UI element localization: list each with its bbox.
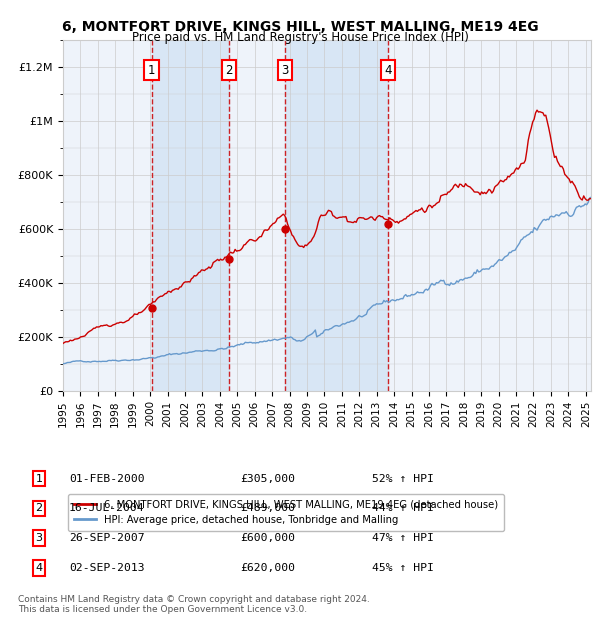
Text: 02-SEP-2013: 02-SEP-2013 [69,563,145,573]
Legend: 6, MONTFORT DRIVE, KINGS HILL, WEST MALLING, ME19 4EG (detached house), HPI: Ave: 6, MONTFORT DRIVE, KINGS HILL, WEST MALL… [68,494,504,531]
Text: This data is licensed under the Open Government Licence v3.0.: This data is licensed under the Open Gov… [18,604,307,614]
Text: 4: 4 [385,64,392,77]
Text: 01-FEB-2000: 01-FEB-2000 [69,474,145,484]
Text: 45% ↑ HPI: 45% ↑ HPI [372,563,434,573]
Text: 47% ↑ HPI: 47% ↑ HPI [372,533,434,543]
Text: 44% ↑ HPI: 44% ↑ HPI [372,503,434,513]
Text: 3: 3 [35,533,43,543]
Text: 26-SEP-2007: 26-SEP-2007 [69,533,145,543]
Text: £600,000: £600,000 [240,533,295,543]
Text: 1: 1 [35,474,43,484]
Text: 6, MONTFORT DRIVE, KINGS HILL, WEST MALLING, ME19 4EG: 6, MONTFORT DRIVE, KINGS HILL, WEST MALL… [62,20,538,35]
Text: 2: 2 [226,64,233,77]
Text: 3: 3 [281,64,289,77]
Text: £305,000: £305,000 [240,474,295,484]
Text: Contains HM Land Registry data © Crown copyright and database right 2024.: Contains HM Land Registry data © Crown c… [18,595,370,604]
Text: £620,000: £620,000 [240,563,295,573]
Text: 4: 4 [35,563,43,573]
Text: 16-JUL-2004: 16-JUL-2004 [69,503,145,513]
Text: 2: 2 [35,503,43,513]
Bar [285,40,388,391]
Text: £489,000: £489,000 [240,503,295,513]
Text: 1: 1 [148,64,155,77]
Bar [152,40,229,391]
Text: 52% ↑ HPI: 52% ↑ HPI [372,474,434,484]
Text: Price paid vs. HM Land Registry's House Price Index (HPI): Price paid vs. HM Land Registry's House … [131,31,469,44]
